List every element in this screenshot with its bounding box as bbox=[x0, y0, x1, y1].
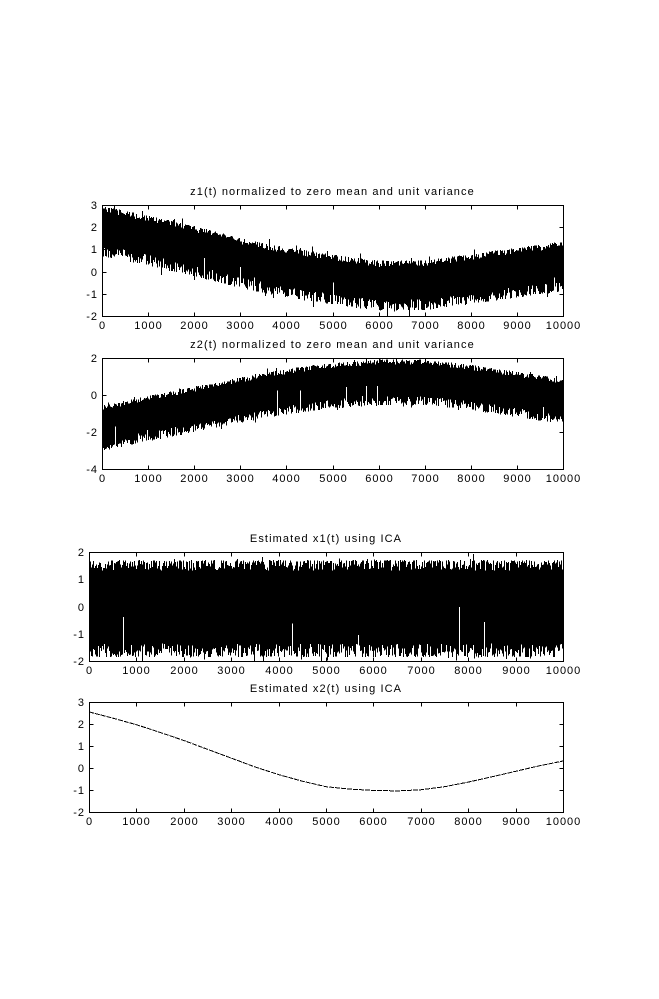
x-tick-label: 7000 bbox=[407, 816, 435, 828]
x-tick-label: 7000 bbox=[407, 665, 435, 677]
x-tick-label: 4000 bbox=[265, 665, 293, 677]
y-tick-label: -2 bbox=[73, 656, 85, 668]
x-tick-label: 9000 bbox=[503, 473, 531, 485]
y-tick-label: 3 bbox=[91, 200, 98, 212]
y-tick-label: 2 bbox=[78, 719, 85, 731]
y-tick-label: 3 bbox=[78, 697, 85, 709]
x-tick-label: 5000 bbox=[319, 320, 347, 332]
x-tick-label: 7000 bbox=[411, 320, 439, 332]
x-tick-label: 1000 bbox=[134, 473, 162, 485]
x-tick-label: 10000 bbox=[546, 320, 582, 332]
y-tick-label: -1 bbox=[73, 785, 85, 797]
x-tick-label: 3000 bbox=[217, 665, 245, 677]
y-tick-label: -2 bbox=[86, 311, 98, 323]
x-tick-label: 0 bbox=[99, 320, 106, 332]
y-tick-label: 0 bbox=[91, 267, 98, 279]
y-tick-label: -1 bbox=[86, 289, 98, 301]
y-tick-label: 1 bbox=[78, 574, 85, 586]
x-tick-label: 1000 bbox=[122, 816, 150, 828]
x-tick-label: 0 bbox=[86, 665, 93, 677]
y-tick-label: 0 bbox=[78, 602, 85, 614]
series-x2-estimate bbox=[88, 711, 564, 792]
y-tick-label: 1 bbox=[78, 741, 85, 753]
x-tick-label: 8000 bbox=[454, 665, 482, 677]
y-tick-label: 0 bbox=[91, 390, 98, 402]
x-tick-label: 7000 bbox=[411, 473, 439, 485]
x-tick-label: 6000 bbox=[365, 473, 393, 485]
x-tick-label: 9000 bbox=[503, 320, 531, 332]
x-tick-label: 8000 bbox=[454, 816, 482, 828]
series-z2 bbox=[102, 358, 564, 450]
subplot-z1: 0 1000 2000 3000 4000 5000 6000 7000 8000 9000 100… bbox=[86, 200, 582, 332]
x-tick-label: 3000 bbox=[217, 816, 245, 828]
x-tick-label: 6000 bbox=[359, 665, 387, 677]
y-tick-label: -4 bbox=[86, 464, 98, 476]
plot-box-x2-estimate bbox=[89, 702, 564, 813]
x-tick-label: 10000 bbox=[546, 665, 582, 677]
subplot-z2-title: z2(t) normalized to zero mean and unit v… bbox=[190, 339, 475, 351]
y-tick-label: -1 bbox=[73, 629, 85, 641]
x-tick-label: 6000 bbox=[359, 816, 387, 828]
subplot-z2: 0 1000 2000 3000 4000 5000 6000 7000 8000 9000 100… bbox=[86, 353, 582, 485]
y-tick-label: -2 bbox=[86, 427, 98, 439]
x-tick-label: 3000 bbox=[226, 320, 254, 332]
subplot-x1-estimate: 0 1000 2000 3000 4000 5000 6000 7000 8000 9000 100… bbox=[73, 547, 582, 677]
series-z1 bbox=[102, 205, 564, 316]
x-tick-label: 4000 bbox=[272, 320, 300, 332]
x-tick-label: 3000 bbox=[226, 473, 254, 485]
x-tick-label: 5000 bbox=[312, 816, 340, 828]
x-tick-label: 4000 bbox=[272, 473, 300, 485]
x-tick-label: 8000 bbox=[457, 320, 485, 332]
x-tick-label: 0 bbox=[86, 816, 93, 828]
x-tick-label: 0 bbox=[99, 473, 106, 485]
series-x1-estimate bbox=[89, 554, 564, 661]
y-tick-label: 0 bbox=[78, 763, 85, 775]
x-tick-label: 9000 bbox=[502, 665, 530, 677]
x-tick-label: 10000 bbox=[546, 473, 582, 485]
subplot-z1-title: z1(t) normalized to zero mean and unit v… bbox=[190, 186, 475, 198]
x-tick-label: 1000 bbox=[134, 320, 162, 332]
x-tick-label: 5000 bbox=[312, 665, 340, 677]
x-tick-label: 8000 bbox=[457, 473, 485, 485]
x-tick-label: 5000 bbox=[319, 473, 347, 485]
x-tick-label: 4000 bbox=[265, 816, 293, 828]
subplot-x2-estimate-title: Estimated x2(t) using ICA bbox=[249, 683, 403, 695]
y-tick-label: -2 bbox=[73, 807, 85, 819]
y-tick-label: 2 bbox=[78, 547, 85, 559]
x-tick-label: 2000 bbox=[180, 473, 208, 485]
x-tick-label: 2000 bbox=[170, 665, 198, 677]
x-tick-label: 2000 bbox=[180, 320, 208, 332]
x-tick-label: 9000 bbox=[502, 816, 530, 828]
x-tick-label: 2000 bbox=[170, 816, 198, 828]
subplot-x1-estimate-title: Estimated x1(t) using ICA bbox=[249, 533, 403, 545]
x-tick-label: 1000 bbox=[122, 665, 150, 677]
y-tick-label: 2 bbox=[91, 222, 98, 234]
subplot-x2-estimate: 0 1000 2000 3000 4000 5000 6000 7000 8000 9000 100… bbox=[73, 697, 582, 828]
x-tick-label: 6000 bbox=[365, 320, 393, 332]
y-tick-label: 1 bbox=[91, 244, 98, 256]
y-tick-label: 2 bbox=[91, 353, 98, 365]
x-tick-label: 10000 bbox=[546, 816, 582, 828]
